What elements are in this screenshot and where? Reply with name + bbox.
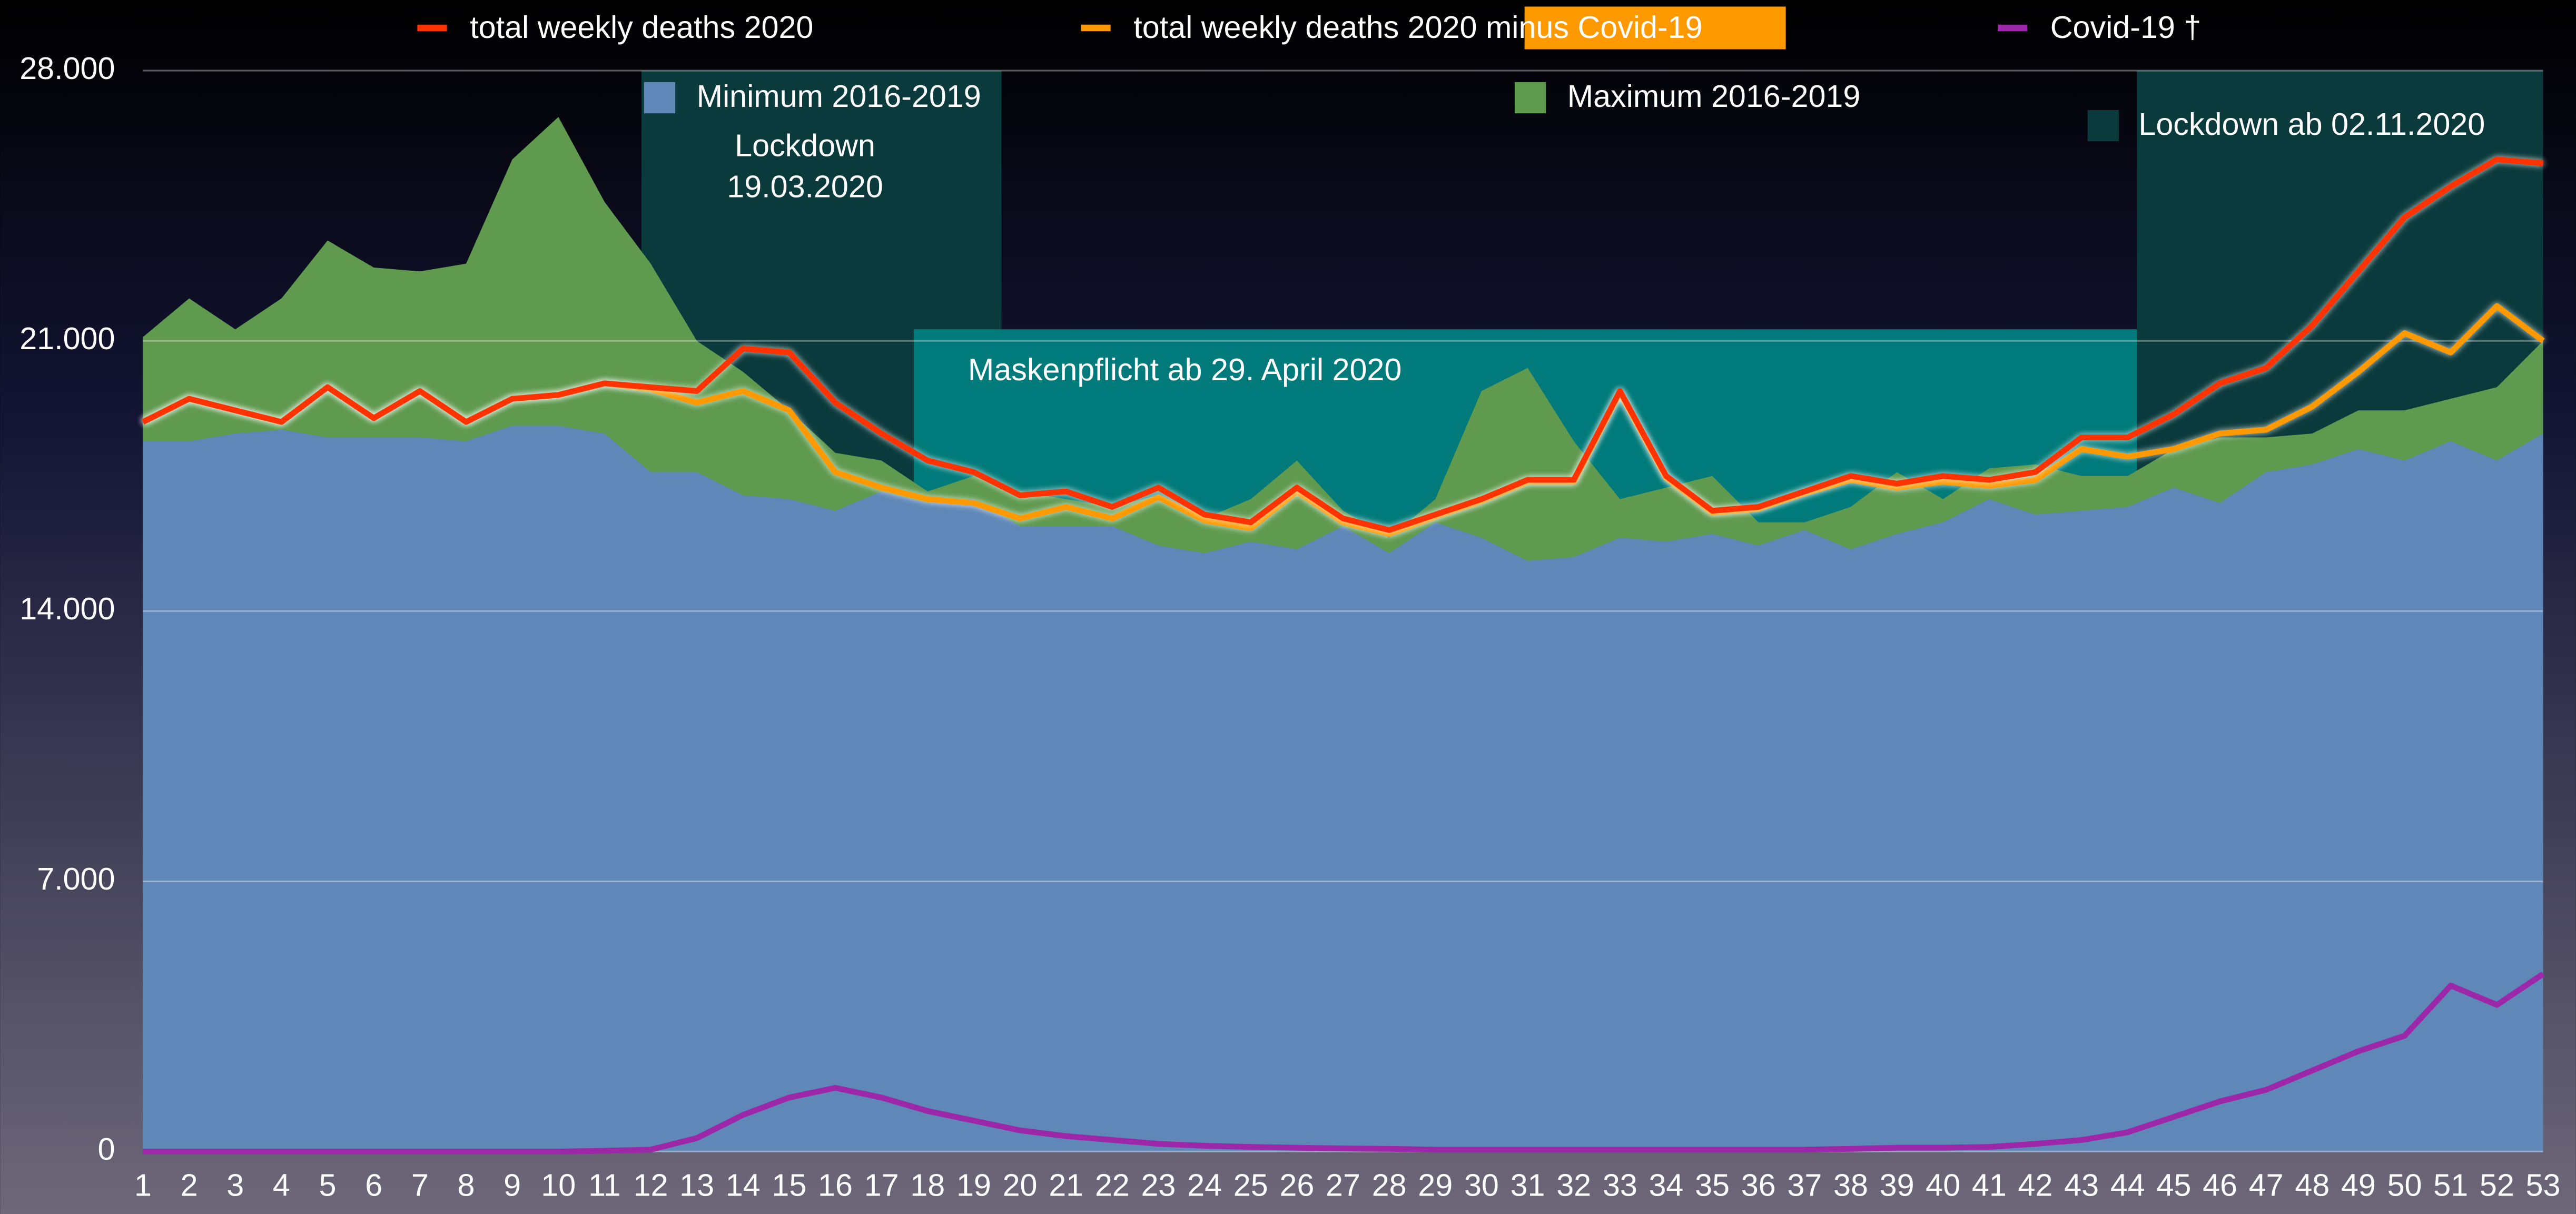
x-tick-label: 32 (1556, 1168, 1591, 1203)
x-tick-label: 1 (134, 1168, 152, 1203)
period-label: Lockdown (735, 127, 875, 163)
y-tick-label: 21.000 (19, 321, 115, 356)
x-tick-label: 3 (226, 1168, 244, 1203)
x-tick-label: 17 (864, 1168, 899, 1203)
series-line (143, 971, 2545, 1154)
x-tick-label: 46 (2203, 1168, 2237, 1203)
x-tick-label: 51 (2433, 1168, 2468, 1203)
x-tick-label: 35 (1695, 1168, 1730, 1203)
x-tick-label: 5 (319, 1168, 337, 1203)
x-tick-label: 40 (1926, 1168, 1960, 1203)
y-tick-label: 0 (98, 1131, 115, 1167)
x-tick-label: 12 (634, 1168, 668, 1203)
x-tick-label: 16 (818, 1168, 853, 1203)
x-tick-label: 42 (2018, 1168, 2053, 1203)
x-tick-label: 15 (772, 1168, 806, 1203)
x-tick-label: 47 (2249, 1168, 2284, 1203)
x-tick-label: 24 (1187, 1168, 1222, 1203)
x-tick-label: 23 (1141, 1168, 1176, 1203)
legend-label: total weekly deaths 2020 minus Covid-19 (1133, 9, 1702, 45)
legend-swatch (1514, 82, 1546, 114)
y-tick-label: 7.000 (37, 861, 115, 896)
x-tick-label: 33 (1603, 1168, 1637, 1203)
x-tick-label: 48 (2295, 1168, 2330, 1203)
x-tick-label: 39 (1880, 1168, 1914, 1203)
x-tick-label: 2 (181, 1168, 198, 1203)
x-tick-label: 9 (504, 1168, 521, 1203)
x-tick-label: 21 (1049, 1168, 1083, 1203)
x-tick-label: 7 (411, 1168, 429, 1203)
x-tick-label: 37 (1787, 1168, 1822, 1203)
x-tick-label: 53 (2526, 1168, 2561, 1203)
x-tick-label: 18 (910, 1168, 945, 1203)
legend-swatch (644, 82, 676, 114)
x-tick-label: 29 (1418, 1168, 1453, 1203)
x-tick-label: 34 (1649, 1168, 1683, 1203)
x-tick-label: 19 (956, 1168, 991, 1203)
series-area (143, 426, 2543, 1152)
x-tick-label: 4 (273, 1168, 290, 1203)
x-tick-label: 50 (2387, 1168, 2422, 1203)
x-tick-label: 45 (2156, 1168, 2191, 1203)
x-tick-label: 22 (1095, 1168, 1130, 1203)
x-tick-label: 41 (1972, 1168, 2007, 1203)
x-tick-label: 14 (726, 1168, 761, 1203)
legend-label: Maximum 2016-2019 (1567, 78, 1861, 114)
x-tick-label: 13 (679, 1168, 714, 1203)
series-line (142, 156, 2543, 533)
x-tick-label: 11 (588, 1168, 621, 1203)
legend-label: total weekly deaths 2020 (470, 9, 813, 45)
x-tick-label: 6 (365, 1168, 382, 1203)
x-tick-label: 31 (1511, 1168, 1545, 1203)
x-tick-label: 28 (1372, 1168, 1407, 1203)
x-tick-label: 20 (1003, 1168, 1038, 1203)
x-tick-label: 44 (2110, 1168, 2145, 1203)
x-tick-label: 27 (1326, 1168, 1360, 1203)
x-tick-label: 38 (1833, 1168, 1868, 1203)
y-tick-label: 14.000 (19, 591, 115, 626)
x-tick-label: 49 (2341, 1168, 2376, 1203)
period-label: Maskenpflicht ab 29. April 2020 (968, 352, 1401, 387)
period-label: 19.03.2020 (727, 169, 883, 204)
legend-label: Covid-19 † (2050, 9, 2202, 45)
legend-swatch (2087, 110, 2119, 142)
legend-highlight (1524, 6, 1786, 50)
x-tick-label: 36 (1741, 1168, 1776, 1203)
x-tick-label: 8 (457, 1168, 475, 1203)
x-tick-label: 10 (541, 1168, 576, 1203)
x-tick-label: 43 (2064, 1168, 2099, 1203)
x-tick-label: 52 (2480, 1168, 2514, 1203)
legend-label: Minimum 2016-2019 (697, 78, 981, 114)
x-tick-label: 26 (1279, 1168, 1314, 1203)
x-tick-label: 30 (1464, 1168, 1499, 1203)
legend-label: Lockdown ab 02.11.2020 (2138, 106, 2485, 142)
x-tick-label: 25 (1233, 1168, 1268, 1203)
y-tick-label: 28.000 (19, 51, 115, 86)
